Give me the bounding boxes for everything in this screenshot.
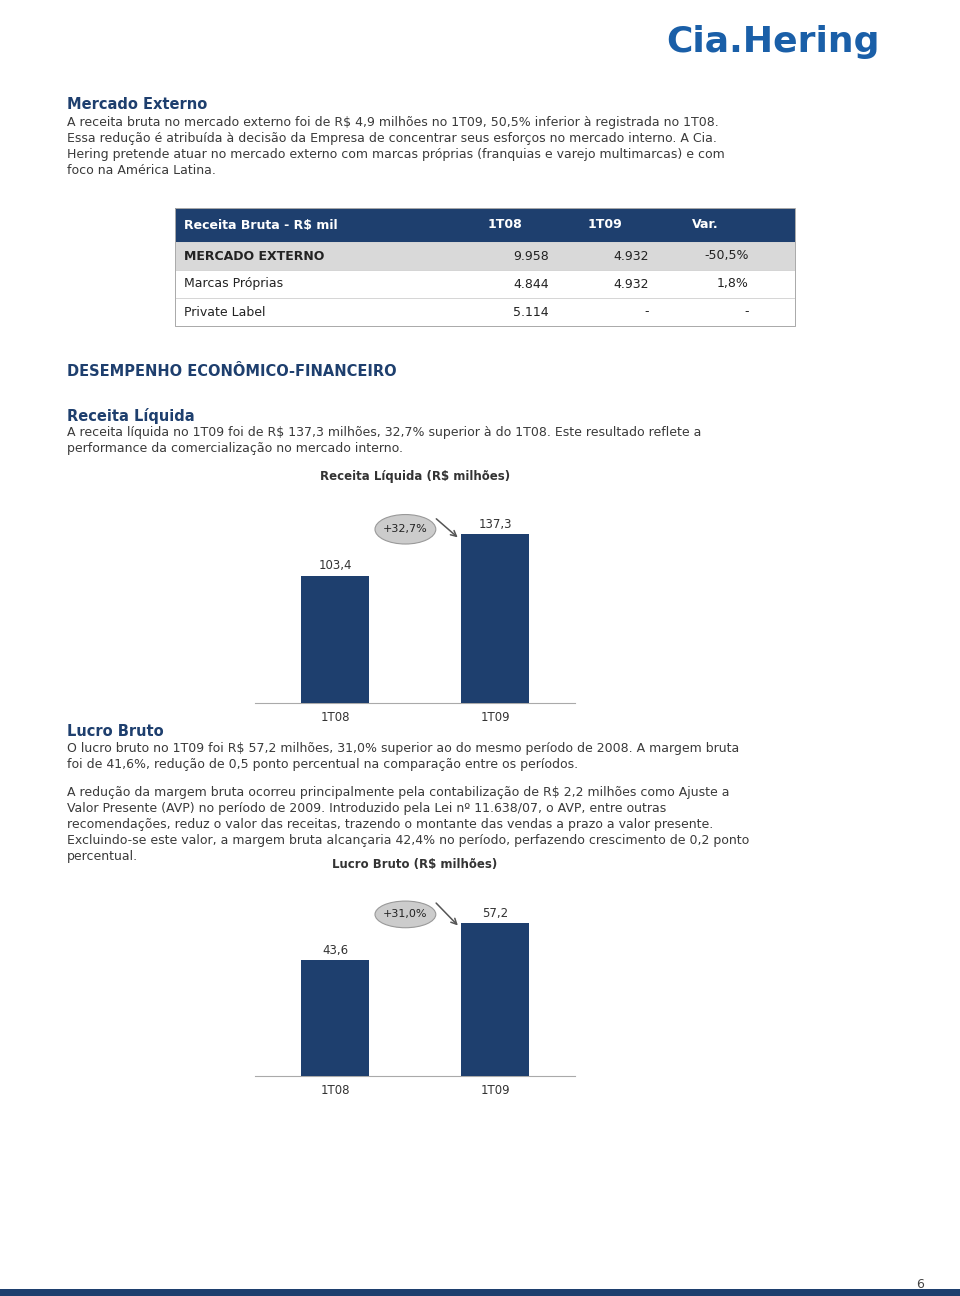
Text: Cia.Hering: Cia.Hering (666, 25, 880, 60)
Bar (301, 960, 369, 1076)
Text: Hering pretende atuar no mercado externo com marcas próprias (franquias e varejo: Hering pretende atuar no mercado externo… (67, 148, 725, 161)
Title: Lucro Bruto (R$ milhões): Lucro Bruto (R$ milhões) (332, 858, 497, 871)
Text: 5.114: 5.114 (514, 306, 549, 319)
Text: 103,4: 103,4 (319, 560, 351, 573)
Text: A redução da margem bruta ocorreu principalmente pela contabilização de R$ 2,2 m: A redução da margem bruta ocorreu princi… (67, 785, 730, 800)
Text: Lucro Bruto: Lucro Bruto (67, 724, 163, 739)
Text: 4.844: 4.844 (514, 277, 549, 290)
Text: 57,2: 57,2 (482, 907, 508, 920)
Text: +32,7%: +32,7% (383, 525, 428, 534)
Text: Receita Bruta - R$ mil: Receita Bruta - R$ mil (184, 219, 338, 232)
Text: A receita líquida no 1T09 foi de R$ 137,3 milhões, 32,7% superior à do 1T08. Est: A receita líquida no 1T09 foi de R$ 137,… (67, 426, 702, 439)
Text: Excluindo-se este valor, a margem bruta alcançaria 42,4% no período, perfazendo : Excluindo-se este valor, a margem bruta … (67, 835, 749, 848)
Text: -: - (644, 306, 649, 319)
Bar (462, 534, 529, 702)
Bar (462, 924, 529, 1076)
Ellipse shape (375, 901, 436, 928)
FancyBboxPatch shape (175, 242, 795, 270)
Text: foi de 41,6%, redução de 0,5 ponto percentual na comparação entre os períodos.: foi de 41,6%, redução de 0,5 ponto perce… (67, 758, 578, 771)
Text: Mercado Externo: Mercado Externo (67, 97, 207, 111)
Text: Private Label: Private Label (184, 306, 266, 319)
Text: performance da comercialização no mercado interno.: performance da comercialização no mercad… (67, 442, 403, 455)
Bar (301, 575, 369, 702)
Text: 1T08: 1T08 (488, 219, 522, 232)
Text: -: - (745, 306, 749, 319)
Text: 6: 6 (916, 1278, 924, 1291)
Text: A receita bruta no mercado externo foi de R$ 4,9 milhões no 1T09, 50,5% inferior: A receita bruta no mercado externo foi d… (67, 117, 719, 130)
Text: 1T09: 1T09 (588, 219, 622, 232)
Text: +31,0%: +31,0% (383, 910, 427, 919)
FancyBboxPatch shape (175, 270, 795, 298)
Ellipse shape (375, 515, 436, 544)
FancyBboxPatch shape (175, 207, 795, 242)
Text: 4.932: 4.932 (613, 277, 649, 290)
FancyBboxPatch shape (175, 298, 795, 327)
Text: Marcas Próprias: Marcas Próprias (184, 277, 283, 290)
Text: -50,5%: -50,5% (705, 250, 749, 263)
Text: 9.958: 9.958 (514, 250, 549, 263)
Text: O lucro bruto no 1T09 foi R$ 57,2 milhões, 31,0% superior ao do mesmo período de: O lucro bruto no 1T09 foi R$ 57,2 milhõe… (67, 743, 739, 756)
Text: 137,3: 137,3 (478, 517, 512, 530)
Text: foco na América Latina.: foco na América Latina. (67, 165, 216, 178)
Text: 43,6: 43,6 (322, 943, 348, 956)
Text: Var.: Var. (692, 219, 718, 232)
Text: percentual.: percentual. (67, 850, 138, 863)
Text: Receita Líquida: Receita Líquida (67, 408, 195, 424)
Text: Valor Presente (AVP) no período de 2009. Introduzido pela Lei nº 11.638/07, o AV: Valor Presente (AVP) no período de 2009.… (67, 802, 666, 815)
Text: Essa redução é atribuída à decisão da Empresa de concentrar seus esforços no mer: Essa redução é atribuída à decisão da Em… (67, 132, 717, 145)
Text: recomendações, reduz o valor das receitas, trazendo o montante das vendas a praz: recomendações, reduz o valor das receita… (67, 818, 713, 831)
Text: 1,8%: 1,8% (717, 277, 749, 290)
Text: 4.932: 4.932 (613, 250, 649, 263)
FancyBboxPatch shape (0, 1290, 960, 1296)
Text: DESEMPENHO ECONÔMICO-FINANCEIRO: DESEMPENHO ECONÔMICO-FINANCEIRO (67, 364, 396, 378)
Title: Receita Líquida (R$ milhões): Receita Líquida (R$ milhões) (320, 469, 510, 482)
Text: MERCADO EXTERNO: MERCADO EXTERNO (184, 250, 324, 263)
